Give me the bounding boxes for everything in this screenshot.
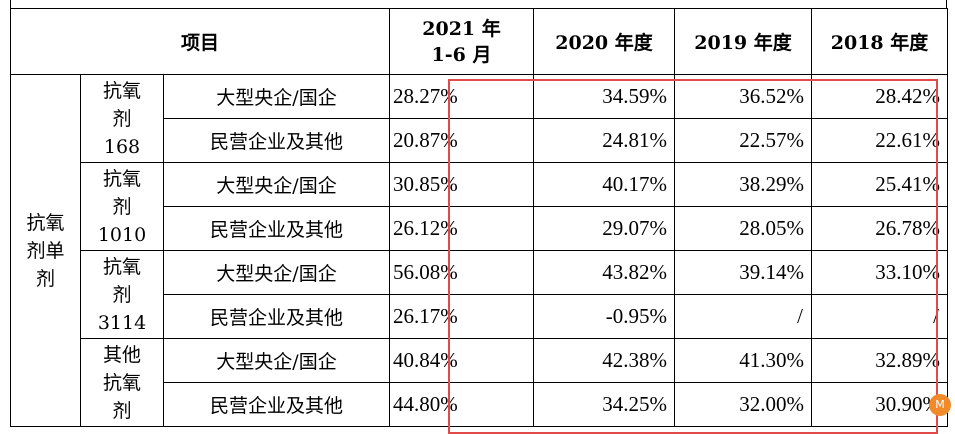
value-cell-2019: 38.29% [674, 162, 812, 207]
value-cell-2018: 32.89% [811, 338, 948, 383]
value-cell-2020: 24.81% [533, 118, 675, 163]
header-2021: 2021 年 1-6 月 [389, 8, 534, 75]
value-cell-2019: 41.30% [674, 338, 812, 383]
enterprise-cell: 民营企业及其他 [163, 382, 390, 427]
gross-margin-table: 项目 2021 年 1-6 月 2020 年度 2019 年度 2018 年度 … [10, 8, 948, 427]
value-cell-2020: 40.17% [533, 162, 675, 207]
table-row: 其他 抗氧 剂大型央企/国企 40.84% 42.38% 41.30% 32.89% [11, 338, 948, 427]
value-cell-2019: 32.00% [674, 382, 812, 427]
value-cell-2019: / [674, 294, 812, 339]
value-cell-2018: 26.78% [811, 206, 948, 251]
value-cell-2020: 34.59% [533, 74, 675, 119]
value-cell-2021: 44.80% [389, 382, 534, 427]
header-2020: 2020 年度 [533, 8, 675, 75]
value-cell-2019: 39.14% [674, 250, 812, 295]
value-cell-2018: 22.61% [811, 118, 948, 163]
table-row: 民营企业及其他 20.87% 24.81% 22.57% 22.61% [11, 118, 948, 163]
enterprise-cell: 大型央企/国企 [163, 74, 390, 119]
header-row: 项目 2021 年 1-6 月 2020 年度 2019 年度 2018 年度 [10, 8, 948, 75]
value-cell-2020: -0.95% [533, 294, 675, 339]
watermark-logo: M [929, 394, 951, 416]
table-row: 民营企业及其他 26.17% -0.95% / / [11, 294, 948, 339]
table-row: 抗氧 剂 3114 大型央企/国企 56.08% 43.82% 39.14% 33.10% [11, 250, 948, 339]
value-cell-2021: 20.87% [389, 118, 534, 163]
product-cell: 抗氧 剂 1010 [80, 162, 164, 251]
value-cell-2020: 34.25% [533, 382, 675, 427]
table-row: 民营企业及其他 26.12% 29.07% 28.05% 26.78% [11, 206, 948, 251]
value-cell-2018: / [811, 294, 948, 339]
value-cell-2018: 33.10% [811, 250, 948, 295]
value-cell-2018: 30.90% [811, 382, 948, 427]
header-item: 项目 [10, 8, 390, 75]
value-cell-2021: 28.27% [389, 74, 534, 119]
enterprise-cell: 民营企业及其他 [163, 206, 390, 251]
value-cell-2021: 56.08% [389, 250, 534, 295]
table-top-edge [10, 0, 947, 8]
product-cell: 其他 抗氧 剂 [80, 338, 164, 427]
value-cell-2021: 26.12% [389, 206, 534, 251]
value-cell-2021: 26.17% [389, 294, 534, 339]
table-row: 民营企业及其他 44.80% 34.25% 32.00% 30.90% [11, 382, 948, 427]
enterprise-cell: 大型央企/国企 [163, 338, 390, 383]
header-2019: 2019 年度 [674, 8, 812, 75]
value-cell-2018: 28.42% [811, 74, 948, 119]
value-cell-2019: 36.52% [674, 74, 812, 119]
enterprise-cell: 民营企业及其他 [163, 118, 390, 163]
value-cell-2019: 28.05% [674, 206, 812, 251]
value-cell-2020: 43.82% [533, 250, 675, 295]
header-2018: 2018 年度 [811, 8, 948, 75]
product-cell: 抗氧 剂 3114 [80, 250, 164, 339]
value-cell-2019: 22.57% [674, 118, 812, 163]
product-cell: 抗氧 剂 168 [80, 74, 164, 163]
value-cell-2020: 29.07% [533, 206, 675, 251]
enterprise-cell: 民营企业及其他 [163, 294, 390, 339]
value-cell-2021: 40.84% [389, 338, 534, 383]
table-row: 抗氧 剂 1010 大型央企/国企 30.85% 40.17% 38.29% 25.41% [11, 162, 948, 251]
enterprise-cell: 大型央企/国企 [163, 162, 390, 207]
value-cell-2020: 42.38% [533, 338, 675, 383]
category-cell: 抗氧 剂单 剂 [10, 74, 81, 427]
value-cell-2018: 25.41% [811, 162, 948, 207]
value-cell-2021: 30.85% [389, 162, 534, 207]
table-body: 抗氧 剂单 剂抗氧 剂 168 大型央企/国企 28.27% 34.59% 36.52%… [10, 74, 948, 427]
enterprise-cell: 大型央企/国企 [163, 250, 390, 295]
table-row: 抗氧 剂单 剂抗氧 剂 168 大型央企/国企 28.27% 34.59% 36.52%… [10, 74, 948, 427]
